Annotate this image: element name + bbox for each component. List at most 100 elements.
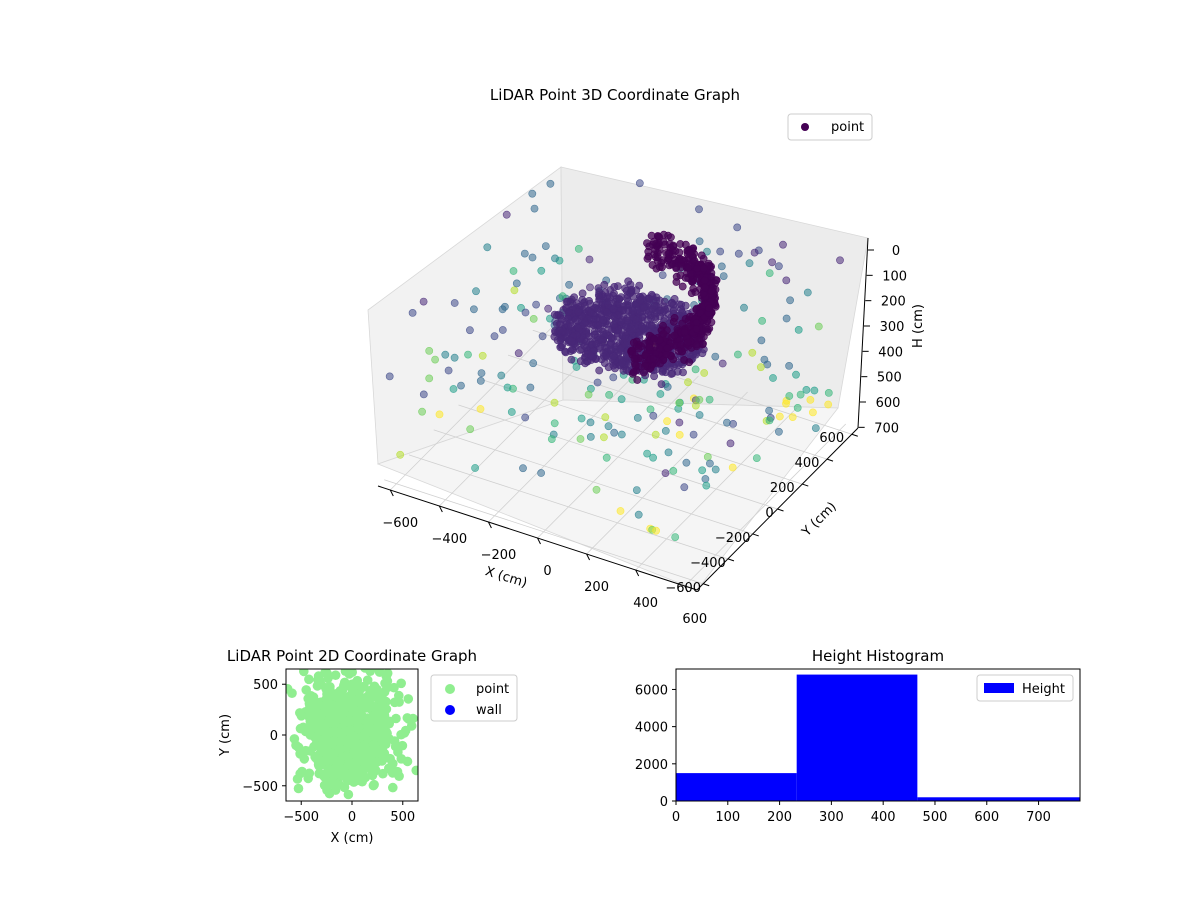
point-3d-219 xyxy=(457,381,465,390)
point-3d-114 xyxy=(756,363,765,372)
point-2d-698 xyxy=(344,715,354,726)
point-3d-1622 xyxy=(707,272,716,281)
point-3d-1092 xyxy=(648,292,657,300)
point-2d-585 xyxy=(342,696,352,707)
point-3d-146 xyxy=(765,269,774,277)
point-3d-1117 xyxy=(621,334,630,343)
point-3d-1088 xyxy=(591,303,599,312)
point-3d-130 xyxy=(633,413,642,422)
point-2d-561 xyxy=(366,765,377,776)
y-tick-3d-1 xyxy=(727,558,735,562)
point-2d-216 xyxy=(300,745,311,756)
point-2d-464 xyxy=(372,669,383,673)
point-3d-42 xyxy=(419,297,428,306)
point-3d-156 xyxy=(444,366,453,375)
ticks-histogram: 0 100 200 300 400 500 600 700 0 2000 4000 6000 xyxy=(635,683,1051,825)
chart-2d: LiDAR Point 2D Coordinate Graph −500 0 500… xyxy=(218,647,518,846)
chart-2d-title: LiDAR Point 2D Coordinate Graph xyxy=(227,647,477,665)
point-3d-1479 xyxy=(643,254,652,263)
point-3d-1628 xyxy=(701,283,709,292)
point-3d-851 xyxy=(594,291,603,300)
point-3d-1128 xyxy=(562,303,570,312)
y-tick-label-3d-3: 0 xyxy=(765,506,773,521)
histogram-title: Height Histogram xyxy=(812,647,944,665)
point-3d-4 xyxy=(803,288,812,297)
y-tick-label-hist-3: 6000 xyxy=(635,683,668,698)
point-2d-655 xyxy=(372,684,382,695)
point-3d-1021 xyxy=(610,289,618,298)
point-2d-543 xyxy=(359,763,370,774)
point-2d-622 xyxy=(305,716,316,726)
point-3d-1390 xyxy=(678,319,687,328)
point-3d-120 xyxy=(532,300,540,309)
legend-3d: point xyxy=(787,113,873,141)
point-3d-52 xyxy=(810,386,819,395)
point-3d-166 xyxy=(490,332,499,341)
point-3d-947 xyxy=(601,288,610,297)
x-tick-label-3d-5: 400 xyxy=(633,596,658,611)
y-tick-label-hist-0: 0 xyxy=(660,795,668,810)
point-3d-127 xyxy=(779,240,787,249)
legend-3d-marker xyxy=(801,123,809,131)
point-2d-356 xyxy=(400,725,411,736)
point-3d-159 xyxy=(544,304,553,313)
point-2d-594 xyxy=(335,744,346,754)
legend-3d-frame xyxy=(787,113,873,141)
x-tick-label-3d-6: 600 xyxy=(682,612,707,627)
point-2d-658 xyxy=(372,706,383,716)
point-3d-1491 xyxy=(670,313,679,322)
x-tick-label-3d-4: 200 xyxy=(584,580,609,595)
point-2d-680 xyxy=(335,737,345,747)
point-3d-1058 xyxy=(619,326,628,334)
point-3d-68 xyxy=(718,359,727,368)
grid-floor-y-3 xyxy=(458,404,778,510)
point-3d-936 xyxy=(624,297,632,306)
x-tick-label-hist-5: 500 xyxy=(923,810,948,825)
y-tick-label-3d-4: 200 xyxy=(770,481,795,496)
point-3d-209 xyxy=(765,416,774,425)
point-2d-607 xyxy=(318,758,328,768)
point-2d-600 xyxy=(324,717,335,728)
point-3d-154 xyxy=(507,408,516,416)
point-3d-205 xyxy=(586,432,595,441)
point-2d-32 xyxy=(343,789,354,800)
point-3d-95 xyxy=(478,351,487,360)
point-3d-1626 xyxy=(692,325,701,333)
point-3d-187 xyxy=(617,430,626,439)
point-3d-126 xyxy=(703,247,711,256)
point-3d-85 xyxy=(396,450,405,459)
point-3d-80 xyxy=(663,417,671,426)
point-2d-314 xyxy=(292,774,303,784)
point-3d-49 xyxy=(695,205,703,214)
point-3d-158 xyxy=(497,371,506,380)
point-3d-212 xyxy=(824,388,833,397)
points-3d xyxy=(385,179,844,541)
point-2d-316 xyxy=(299,754,310,764)
point-2d-626 xyxy=(339,782,350,793)
point-3d-110 xyxy=(792,370,800,379)
point-3d-213 xyxy=(656,390,665,398)
point-3d-1118 xyxy=(635,296,644,305)
point-2d-517 xyxy=(352,675,363,686)
chart-histogram: Height Histogram 0 100 200 300 400 500 600 7000… xyxy=(635,647,1081,825)
y-axis-label-3d: Y (cm) xyxy=(799,499,840,540)
point-3d-41 xyxy=(510,286,519,295)
point-3d-1091 xyxy=(629,306,638,315)
x-tick-label-hist-7: 700 xyxy=(1026,810,1051,825)
x-tick-3d-4 xyxy=(586,553,591,561)
histogram-bars xyxy=(676,674,1080,801)
point-2d-315 xyxy=(324,788,335,799)
point-3d-1610 xyxy=(659,321,667,330)
point-3d-1083 xyxy=(567,337,576,346)
point-3d-1140 xyxy=(678,282,687,291)
point-3d-201 xyxy=(519,464,527,473)
point-3d-182 xyxy=(464,350,472,359)
point-3d-1585 xyxy=(651,253,660,261)
point-3d-161 xyxy=(529,314,538,323)
point-3d-1068 xyxy=(604,300,612,309)
point-3d-1624 xyxy=(693,264,701,273)
point-2d-682 xyxy=(341,751,352,761)
legend-2d-wall-label: wall xyxy=(476,703,502,718)
point-2d-482 xyxy=(296,711,307,721)
point-3d-1466 xyxy=(697,251,706,260)
